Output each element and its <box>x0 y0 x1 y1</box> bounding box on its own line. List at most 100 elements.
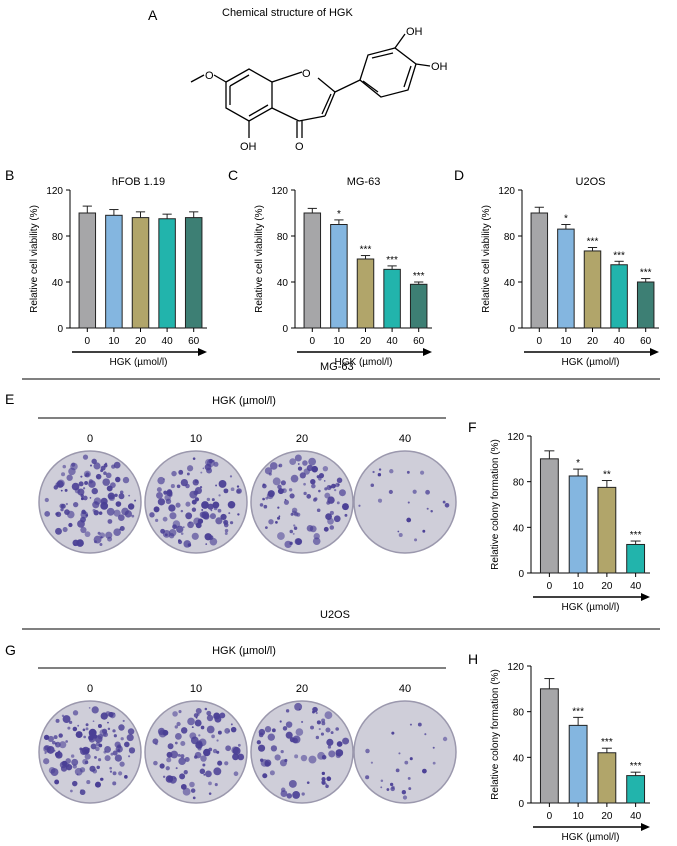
x-tick-label-d: 10 <box>560 336 572 347</box>
structure-title: Chemical structure of HGK <box>222 7 353 19</box>
colony <box>313 533 320 540</box>
dose-label: 10 <box>190 433 202 445</box>
colony <box>290 474 299 483</box>
colony <box>61 472 66 477</box>
colony <box>167 743 174 750</box>
colony <box>322 465 329 472</box>
colony <box>398 533 403 538</box>
colony <box>286 793 293 799</box>
colony <box>131 514 135 518</box>
colony <box>268 519 274 525</box>
colony <box>402 795 408 800</box>
colony <box>107 492 115 500</box>
x-tick-label-f: 40 <box>630 581 642 592</box>
colony <box>98 511 103 515</box>
colony <box>256 740 261 745</box>
bar-f-10 <box>568 475 588 574</box>
colony <box>388 489 393 495</box>
colony <box>338 489 346 497</box>
colony <box>208 792 212 795</box>
colony <box>264 761 271 767</box>
colony <box>176 721 181 727</box>
colony <box>325 513 332 520</box>
colony <box>113 509 121 517</box>
bar-h-10 <box>568 724 588 804</box>
bar-c-20 <box>356 258 375 329</box>
colony <box>224 728 231 734</box>
colony <box>168 533 175 539</box>
colony <box>277 484 282 490</box>
colony <box>126 734 134 742</box>
colony <box>316 475 320 479</box>
bar-b-40 <box>158 218 176 329</box>
colony <box>321 721 326 726</box>
colony <box>268 472 272 476</box>
colony <box>159 763 165 769</box>
treatment-arrowhead-b <box>198 348 207 356</box>
bar-h-40 <box>626 775 646 804</box>
y-tick-label-b: 40 <box>52 278 64 289</box>
colony <box>166 757 172 763</box>
colony <box>99 532 106 539</box>
colony <box>284 498 287 501</box>
colony <box>193 713 199 718</box>
colony <box>272 477 281 486</box>
colony <box>88 734 94 741</box>
colony <box>303 468 311 475</box>
colony <box>206 725 215 734</box>
colony <box>93 497 102 505</box>
y-tick-label-c: 120 <box>271 186 288 197</box>
colony <box>44 751 47 755</box>
colony <box>85 727 89 731</box>
ring-b <box>359 47 417 98</box>
colony <box>325 784 329 789</box>
y-tick-label-d: 0 <box>509 324 515 335</box>
colony <box>297 466 303 471</box>
colony <box>336 741 343 747</box>
colony <box>311 465 319 473</box>
colony <box>163 490 168 495</box>
colony <box>180 740 186 746</box>
colony <box>204 533 212 541</box>
colony <box>77 520 85 528</box>
colony <box>408 787 412 791</box>
colony <box>378 468 382 471</box>
colony <box>153 506 160 513</box>
y-tick-label-f: 40 <box>513 523 525 534</box>
colony <box>156 487 162 493</box>
colony <box>194 497 200 502</box>
colony <box>185 501 191 507</box>
colony <box>160 528 166 534</box>
colony <box>76 539 84 547</box>
colony <box>432 761 436 765</box>
colony <box>282 726 288 731</box>
colony <box>75 731 83 739</box>
x-tick-label-h: 40 <box>630 811 642 822</box>
colony <box>65 740 68 743</box>
colony <box>76 773 79 776</box>
colony <box>179 773 186 780</box>
colony <box>93 535 102 544</box>
x-tick-label-h: 20 <box>601 811 613 822</box>
colony <box>72 780 78 787</box>
chart-title-c: MG-63 <box>347 176 381 188</box>
colony <box>318 473 325 479</box>
colony <box>215 517 223 525</box>
colony <box>294 702 303 711</box>
colony <box>113 712 116 715</box>
colony <box>292 791 301 799</box>
x-axis-label-b: HGK (µmol/l) <box>110 357 168 368</box>
x-tick-label-f: 20 <box>601 581 613 592</box>
x-tick-label-b: 20 <box>135 336 147 347</box>
atom-o-ring: O <box>302 68 311 80</box>
colony <box>103 471 107 475</box>
colony <box>293 526 298 530</box>
colony <box>124 510 132 518</box>
colony <box>68 467 76 476</box>
colony <box>365 775 370 780</box>
culture-plate <box>353 700 457 804</box>
colony <box>118 724 125 731</box>
colony <box>66 474 73 481</box>
colony <box>180 532 184 535</box>
colony <box>106 507 115 516</box>
